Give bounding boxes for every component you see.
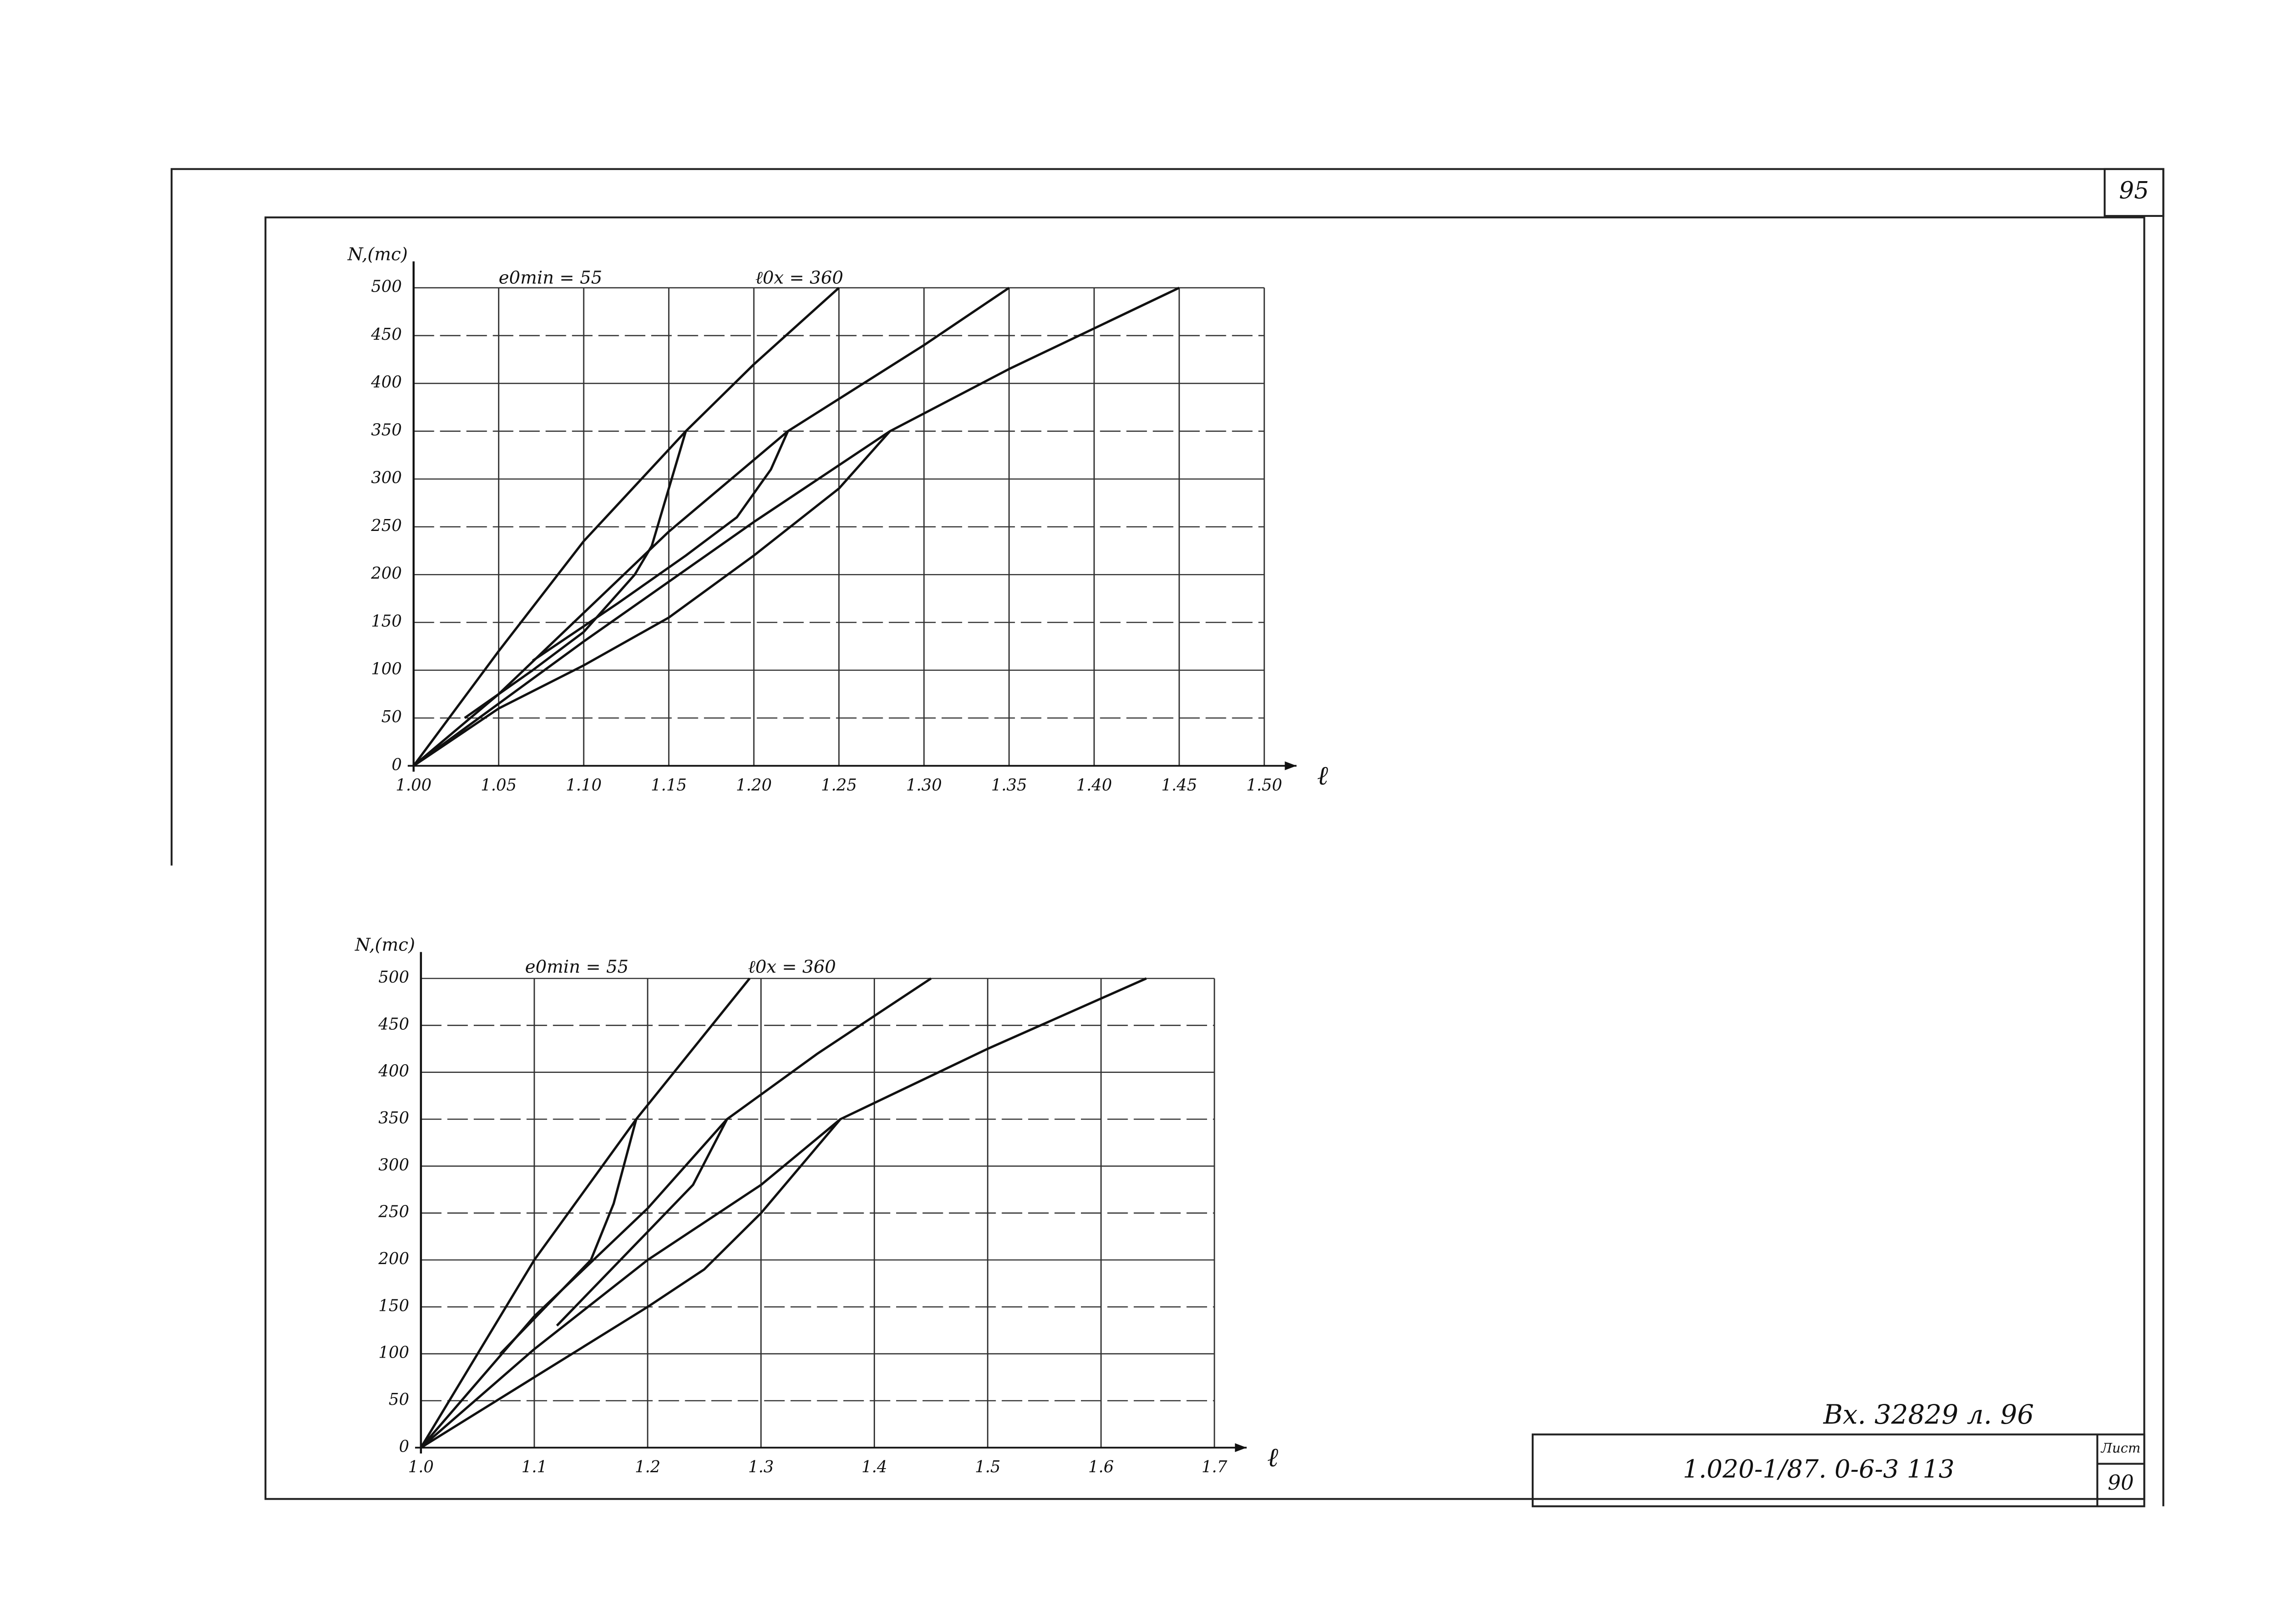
y-tick-label: 250: [378, 1203, 409, 1221]
x-tick-label: 1.1: [521, 1458, 547, 1476]
y-tick-label: 400: [371, 373, 402, 392]
y-tick-label: 500: [371, 277, 402, 296]
y-tick-label: 100: [371, 660, 402, 679]
curve: [464, 431, 687, 719]
x-tick-label: 1.05: [481, 776, 516, 795]
x-tick-label: 1.10: [566, 776, 602, 795]
y-tick-label: 0: [399, 1437, 409, 1456]
annotation: e0min = 55: [499, 267, 602, 288]
x-tick-label: 1.25: [821, 776, 857, 795]
x-tick-label: 1.30: [906, 776, 942, 795]
y-tick-label: 450: [378, 1015, 409, 1033]
curve: [413, 287, 1180, 767]
annotation: ℓ0x = 360: [748, 957, 836, 978]
y-tick-label: 50: [389, 1390, 410, 1409]
page-number-box: [2104, 168, 2165, 217]
x-tick-label: 1.4: [862, 1458, 887, 1476]
registration: Вх. 32829 л. 96: [1823, 1399, 2034, 1430]
x-tick-label: 1.45: [1161, 776, 1197, 795]
curve: [420, 977, 1147, 1449]
x-axis-label: ℓ: [1317, 760, 1328, 791]
y-tick-label: 50: [382, 707, 402, 726]
annotation: e0min = 55: [525, 957, 629, 978]
x-tick-label: 1.15: [651, 776, 687, 795]
x-tick-label: 1.0: [408, 1458, 434, 1476]
y-tick-label: 200: [378, 1249, 409, 1268]
curve: [556, 1118, 728, 1327]
page-number: 95: [2119, 177, 2149, 204]
y-axis-label: N,(тс): [347, 244, 408, 265]
y-tick-label: 100: [378, 1343, 409, 1362]
x-tick-label: 1.5: [975, 1458, 1001, 1476]
y-tick-label: 300: [378, 1155, 409, 1174]
x-tick-label: 1.20: [736, 776, 772, 795]
x-tick-label: 1.40: [1076, 776, 1112, 795]
x-tick-label: 1.3: [748, 1458, 774, 1476]
curve: [499, 1119, 637, 1355]
y-axis-label: N,(тс): [355, 935, 415, 956]
curve: [532, 431, 789, 662]
outer-frame: [171, 168, 2165, 1507]
y-tick-label: 350: [371, 420, 402, 439]
y-tick-label: 300: [371, 469, 402, 487]
curve: [420, 978, 751, 1448]
y-tick-label: 500: [378, 968, 409, 987]
curve: [420, 1118, 842, 1449]
x-tick-label: 1.00: [396, 776, 432, 795]
y-tick-label: 250: [371, 516, 402, 535]
x-axis-arrow: [1235, 1443, 1247, 1452]
x-tick-label: 1.50: [1246, 776, 1282, 795]
y-tick-label: 400: [378, 1062, 409, 1081]
sheet-label: Лист: [2100, 1440, 2140, 1456]
document-code: 1.020-1/87. 0-6-3 113: [1683, 1455, 1955, 1484]
y-tick-label: 150: [371, 612, 402, 630]
y-tick-label: 150: [378, 1296, 409, 1315]
x-axis-arrow: [1285, 761, 1297, 770]
x-tick-label: 1.6: [1088, 1458, 1114, 1476]
curve: [412, 287, 840, 767]
x-tick-label: 1.7: [1202, 1458, 1228, 1476]
x-axis-label: ℓ: [1267, 1442, 1278, 1473]
y-tick-label: 200: [371, 564, 402, 583]
title-block: [1531, 1433, 2145, 1508]
annotation: ℓ0x = 360: [755, 267, 843, 288]
y-tick-label: 350: [378, 1109, 409, 1127]
x-tick-label: 1.2: [635, 1458, 660, 1476]
x-tick-label: 1.35: [991, 776, 1027, 795]
curve: [413, 430, 891, 767]
sheet-number: 90: [2108, 1470, 2134, 1495]
inner-frame: [264, 216, 2145, 1500]
y-tick-label: 450: [371, 325, 402, 344]
y-tick-label: 0: [392, 755, 402, 774]
